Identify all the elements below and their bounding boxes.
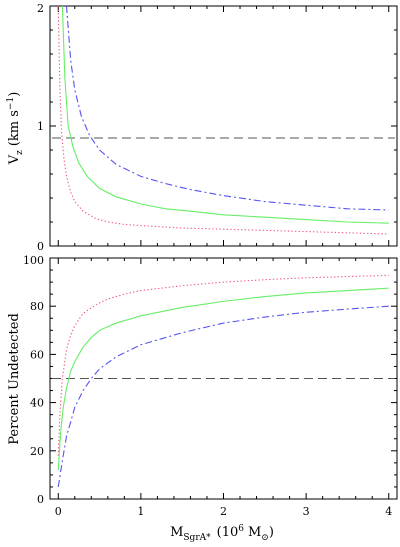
bottom-ytick-label: 100 (23, 254, 44, 267)
top-series-dotted (57, 6, 389, 235)
xtick-label: 1 (137, 505, 144, 518)
xtick-label: 3 (303, 505, 310, 518)
top-ytick-label: 0 (37, 240, 44, 253)
xtick-label: 2 (220, 505, 227, 518)
top-panel: 0 1 2 (37, 2, 398, 253)
bottom-ytick-label: 0 (37, 493, 44, 506)
top-ylabel: Vz(km s−1) (6, 92, 25, 166)
top-series-dashdot (65, 6, 389, 211)
top-ytick-label: 2 (37, 2, 44, 15)
xtick-label: 4 (385, 505, 392, 518)
bottom-ytick-label: 80 (30, 300, 44, 313)
bottom-ytick-label: 40 (30, 397, 44, 410)
top-ytick-label: 1 (37, 120, 44, 133)
bottom-series-solid (57, 287, 389, 471)
bottom-series-dotted (57, 274, 389, 456)
bottom-ytick-label: 20 (30, 445, 44, 458)
bottom-series-dashdot (57, 305, 389, 488)
bottom-ytick-label: 60 (30, 348, 44, 361)
bottom-ylabel: Percent Undetected (7, 313, 22, 445)
top-series-solid (61, 6, 389, 224)
xtick-label: 0 (55, 505, 62, 518)
top-plot-frame (49, 5, 398, 247)
xlabel: MSgrA* (106 M⊙) (170, 524, 274, 543)
bottom-panel: 0 20 40 60 80 100 0 1 2 3 4 (23, 254, 398, 518)
